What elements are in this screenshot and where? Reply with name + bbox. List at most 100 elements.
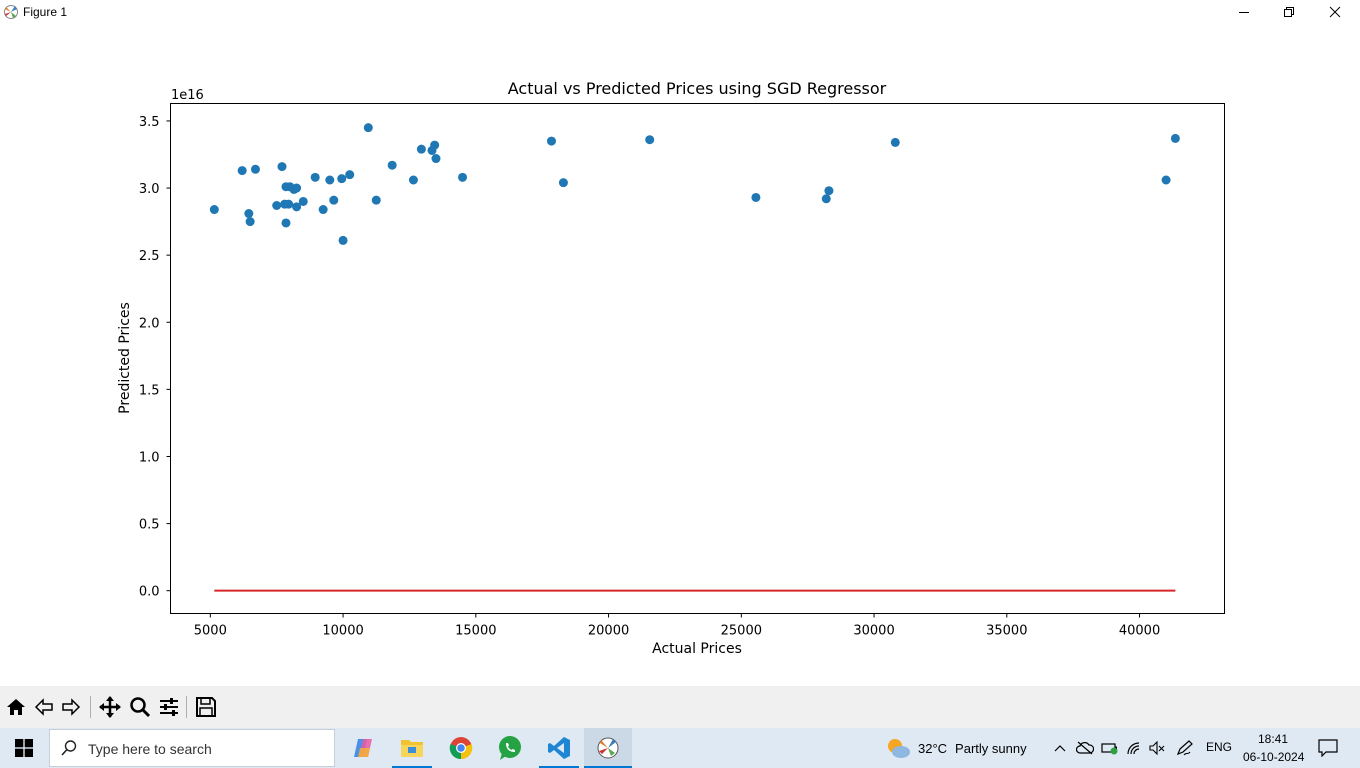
scatter-chart[interactable]: Actual vs Predicted Prices using SGD Reg… [0, 24, 1360, 686]
zoom-button[interactable] [127, 694, 153, 720]
wifi-icon [1127, 742, 1140, 755]
scatter-point [821, 194, 831, 204]
windows-logo-icon [15, 739, 33, 757]
scatter-point [458, 172, 468, 182]
show-hidden-icons-button[interactable] [1050, 728, 1070, 768]
restore-button[interactable] [1266, 0, 1312, 24]
scatter-point [329, 195, 339, 205]
x-tick-label: 25000 [721, 624, 762, 639]
scatter-point [890, 137, 900, 147]
scatter-point [558, 178, 568, 188]
save-button[interactable] [193, 694, 219, 720]
scatter-point [244, 209, 254, 219]
pen-menu-button[interactable] [1174, 728, 1196, 768]
save-icon [196, 697, 216, 717]
scatter-point [546, 136, 556, 146]
volume-button[interactable] [1147, 728, 1167, 768]
scatter-point [277, 162, 287, 172]
search-icon [61, 740, 77, 756]
chrome-icon [449, 737, 473, 760]
x-tick-label: 10000 [322, 624, 363, 639]
vscode-taskbar-button[interactable] [539, 728, 579, 768]
taskbar: Type here to search [0, 728, 1360, 768]
matplotlib-icon [597, 737, 619, 759]
file-explorer-taskbar-button[interactable] [392, 728, 432, 768]
scatter-point [272, 201, 282, 210]
minimize-icon [1239, 12, 1249, 13]
restore-icon [1284, 7, 1294, 17]
active-indicator [539, 766, 579, 768]
toolbar-separator [186, 696, 187, 718]
x-tick-label: 5000 [194, 624, 227, 639]
scatter-point [337, 174, 347, 184]
pan-button[interactable] [97, 694, 123, 720]
scatter-point [281, 218, 291, 228]
configure-subplots-button[interactable] [156, 694, 182, 720]
copilot-taskbar-button[interactable] [343, 728, 383, 768]
y-tick-label: 1.0 [139, 450, 160, 465]
scatter-point [245, 217, 255, 227]
y-axis-label: Predicted Prices [117, 302, 133, 414]
y-tick-label: 0.0 [139, 585, 160, 600]
weather-widget[interactable]: 32°C Partly sunny [882, 728, 1042, 768]
speaker-muted-icon [1149, 741, 1165, 755]
partly-sunny-icon [888, 739, 910, 758]
scatter-point [824, 186, 834, 196]
back-icon [34, 698, 53, 716]
scatter-point [751, 192, 761, 202]
forward-button[interactable] [58, 694, 84, 720]
scatter-point [430, 140, 440, 150]
scatter-point [363, 123, 373, 133]
scatter-point [250, 164, 260, 174]
scatter-point [284, 199, 294, 209]
window-titlebar: Figure 1 [0, 0, 1360, 24]
search-placeholder: Type here to search [88, 741, 212, 757]
start-button[interactable] [0, 728, 48, 768]
whatsapp-icon [499, 736, 521, 760]
pen-icon [1176, 740, 1193, 756]
x-tick-label: 35000 [986, 624, 1027, 639]
network-button[interactable] [1124, 728, 1146, 768]
close-button[interactable] [1312, 0, 1358, 24]
configure-icon [160, 698, 178, 716]
toolbar-separator [90, 696, 91, 718]
scatter-point [387, 160, 397, 170]
x-tick-label: 20000 [588, 624, 629, 639]
y-tick-label: 1.5 [139, 383, 160, 398]
vscode-icon [548, 737, 570, 759]
back-button[interactable] [31, 694, 57, 720]
cloud-offline-icon [1076, 741, 1094, 755]
scatter-point [338, 235, 348, 245]
scatter-point [292, 202, 302, 212]
scatter-point [408, 175, 418, 185]
language-indicator[interactable]: ENG [1206, 740, 1233, 754]
battery-button[interactable] [1099, 728, 1121, 768]
active-indicator [584, 766, 632, 768]
scatter-point [345, 170, 355, 180]
folder-icon [401, 740, 423, 757]
clock-date[interactable]: 06-10-2024 [1243, 750, 1305, 764]
chrome-taskbar-button[interactable] [441, 728, 481, 768]
x-tick-label: 15000 [455, 624, 496, 639]
scatter-point [292, 183, 302, 193]
plot-frame [170, 103, 1225, 614]
onedrive-button[interactable] [1074, 728, 1096, 768]
forward-icon [62, 698, 81, 716]
y-tick-label: 2.0 [139, 316, 160, 331]
minimize-button[interactable] [1221, 0, 1267, 24]
zoom-icon [130, 697, 151, 718]
x-tick-label: 30000 [853, 624, 894, 639]
home-button[interactable] [3, 694, 29, 720]
scatter-point [318, 205, 328, 215]
scatter-point [325, 175, 335, 185]
whatsapp-taskbar-button[interactable] [490, 728, 530, 768]
taskbar-search-box[interactable]: Type here to search [49, 729, 335, 767]
notifications-button[interactable] [1310, 728, 1346, 768]
scatter-point [310, 172, 320, 182]
y-tick-label: 3.0 [139, 182, 160, 197]
scatter-point [371, 195, 381, 205]
python-figure-taskbar-button[interactable] [584, 728, 632, 768]
figure-canvas[interactable]: Actual vs Predicted Prices using SGD Reg… [0, 24, 1360, 686]
weather-description: Partly sunny [955, 740, 1027, 756]
clock-time[interactable]: 18:41 [1258, 732, 1289, 746]
